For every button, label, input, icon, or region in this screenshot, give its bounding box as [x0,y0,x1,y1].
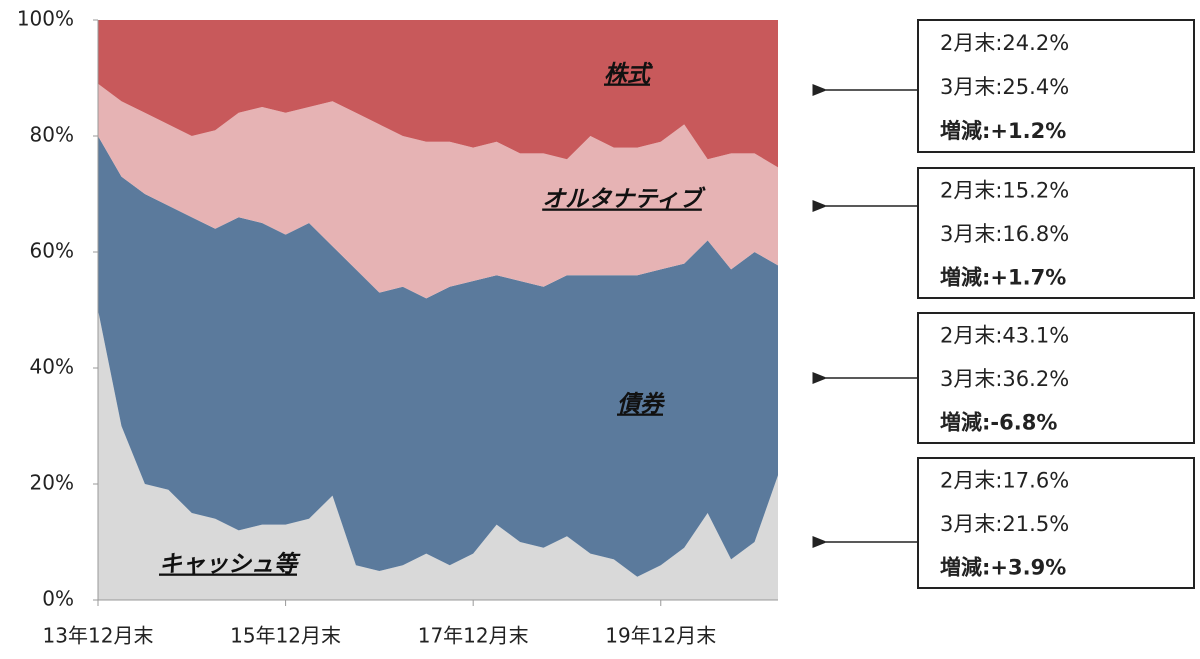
area [98,20,778,168]
annotation-text: 増減:+1.7% [940,265,1066,289]
annotation-text: 2月末:17.6% [940,469,1069,493]
x-tick-label: 15年12月末 [230,624,341,648]
y-tick-label: 60% [30,239,74,263]
y-tick-label: 80% [30,123,74,147]
y-tick-label: 40% [30,355,74,379]
area [98,83,778,299]
x-tick-label: 17年12月末 [418,624,529,648]
series-label: オルタナティブ [542,186,706,213]
y-tick-label: 20% [30,471,74,495]
annotation-text: 3月末:16.8% [940,222,1069,246]
annotation-text: 2月末:15.2% [940,179,1069,203]
annotation-text: 2月末:24.2% [940,31,1069,55]
y-tick-label: 100% [17,7,74,31]
annotation-text: 3月末:36.2% [940,367,1069,391]
area [98,310,778,600]
annotation-text: 3月末:25.4% [940,75,1069,99]
annotation-text: 2月末:43.1% [940,324,1069,348]
annotation-text: 増減:+1.2% [940,119,1066,143]
series-label: 株式 [604,62,654,88]
x-tick-label: 13年12月末 [43,624,154,648]
annotation-box [917,19,1195,153]
annotation-text: 増減:+3.9% [940,555,1066,579]
annotation-text: 増減:-6.8% [940,410,1057,434]
annotation-box [917,457,1195,589]
annotation-box [917,312,1195,444]
annotation-text: 3月末:21.5% [940,512,1069,536]
series-label: 債券 [617,392,666,418]
area [98,136,778,577]
series-label: キャッシュ等 [159,552,301,578]
y-tick-label: 0% [42,587,74,611]
x-tick-label: 19年12月末 [605,624,716,648]
annotation-box [917,167,1195,299]
